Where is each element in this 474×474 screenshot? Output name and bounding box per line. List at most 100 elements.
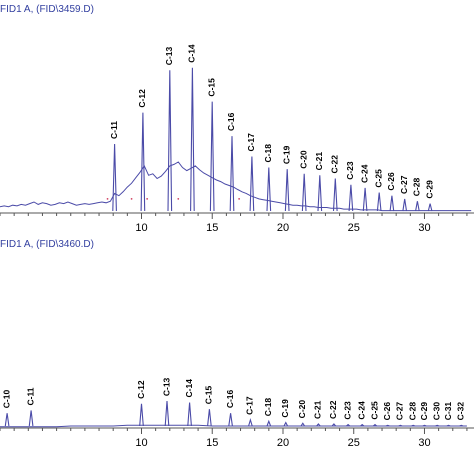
x-tick-label: 10 [135, 437, 147, 449]
peak-label: C-25 [373, 169, 383, 188]
chromatogram-trace [0, 161, 472, 212]
peak-label: C-14 [187, 44, 197, 63]
peak-label: C-12 [137, 89, 147, 108]
peak-c-29 [422, 424, 427, 427]
peak-label: C-20 [297, 400, 307, 419]
peak-c-25 [372, 423, 378, 427]
peak-c-13 [164, 401, 170, 427]
peak-label: C-28 [412, 178, 422, 197]
chromatogram-panel-bottom: FID1 A, (FID\3460.D) 10 15 20 25 30 C-10 C-11 C… [0, 237, 474, 474]
peak-c-23 [348, 184, 354, 212]
peak-label: C-24 [359, 164, 369, 183]
x-tick-label: 25 [348, 222, 360, 234]
integration-marker [177, 197, 180, 200]
peak-c-28 [411, 424, 416, 427]
peak-label: C-21 [314, 152, 324, 171]
peak-label: C-23 [342, 401, 352, 420]
peak-c-28 [415, 201, 420, 212]
x-tick-label: 30 [418, 222, 430, 234]
peak-c-17 [249, 156, 255, 212]
peak-label: C-11 [109, 121, 119, 139]
peak-label: C-19 [281, 145, 291, 164]
peak-c-20 [301, 173, 307, 212]
peak-label: C-17 [245, 396, 255, 415]
peak-label: C-10 [1, 390, 11, 409]
peak-label: C-19 [280, 399, 290, 418]
peak-c-17 [248, 417, 253, 427]
peak-c-18 [266, 419, 272, 427]
peak-label: C-15 [206, 78, 216, 97]
x-tick-label: 15 [206, 437, 218, 449]
peak-label: C-32 [456, 402, 466, 421]
peak-c-21 [317, 175, 323, 212]
peak-label: C-12 [136, 380, 146, 399]
peak-c-25 [376, 192, 382, 212]
peak-c-26 [389, 195, 395, 212]
peak-label: C-20 [298, 150, 308, 169]
peak-c-13 [167, 70, 173, 212]
peak-label: C-27 [399, 175, 409, 194]
peak-c-11 [28, 410, 34, 427]
peak-c-14 [190, 67, 195, 212]
peak-label: C-21 [313, 400, 323, 419]
peak-c-15 [209, 101, 215, 212]
peak-c-12 [140, 112, 146, 212]
peak-label: C-18 [263, 144, 273, 163]
peak-label: C-16 [226, 112, 236, 131]
integration-marker [238, 197, 241, 200]
peak-c-11 [112, 143, 117, 212]
peak-label: C-15 [204, 385, 214, 404]
peak-c-16 [229, 136, 235, 212]
peak-label: C-29 [419, 402, 429, 421]
chromatogram-trace [0, 424, 467, 428]
x-tick-label: 20 [277, 222, 289, 234]
peak-c-18 [266, 167, 272, 212]
peak-label: C-29 [424, 180, 434, 199]
peak-c-29 [427, 203, 433, 212]
peak-label: C-14 [184, 379, 194, 398]
peak-label: C-23 [345, 161, 355, 180]
chart-title: FID1 A, (FID\3460.D) [0, 239, 94, 250]
x-tick-label: 10 [135, 222, 147, 234]
peak-c-26 [385, 424, 390, 427]
x-tick-label: 25 [348, 437, 360, 449]
chart-title: FID1 A, (FID\3459.D) [0, 4, 94, 15]
peak-c-19 [283, 421, 289, 427]
integration-marker [130, 197, 133, 200]
peak-label: C-17 [246, 133, 256, 152]
peak-c-31 [446, 424, 451, 427]
chromatogram-plot-bottom: 10 15 20 25 30 C-10 C-11 C-12 C-13 C-14 C-15 C-16 C-… [0, 377, 474, 449]
peak-label: C-18 [263, 398, 273, 417]
peak-c-27 [402, 198, 408, 212]
peak-c-24 [360, 423, 365, 427]
peak-c-30 [435, 424, 440, 427]
peak-c-27 [398, 424, 403, 427]
peak-c-23 [345, 423, 351, 427]
peak-label: C-13 [164, 47, 174, 66]
peak-label: C-25 [369, 401, 379, 420]
peak-label: C-22 [328, 400, 338, 419]
peak-c-22 [331, 423, 337, 427]
peak-c-32 [459, 424, 464, 427]
integration-marker [146, 197, 149, 200]
peak-label: C-31 [443, 402, 453, 421]
peak-label: C-13 [161, 377, 171, 396]
peak-c-10 [4, 413, 10, 427]
peak-label: C-11 [25, 387, 35, 405]
peak-c-16 [228, 413, 233, 427]
x-tick-label: 15 [206, 222, 218, 234]
peak-label: C-26 [386, 172, 396, 191]
x-tick-label: 20 [277, 437, 289, 449]
x-tick-label: 30 [418, 437, 430, 449]
chromatogram-plot-top: 10 15 20 25 30 C-11 C-12 C-13 C-14 C-15 C-16 C-17 C-… [0, 44, 474, 234]
peak-c-21 [316, 423, 321, 427]
peak-c-20 [300, 422, 306, 427]
peak-label: C-28 [407, 402, 417, 421]
integration-marker [106, 197, 109, 200]
peak-label: C-16 [225, 389, 235, 408]
peak-label: C-24 [356, 401, 366, 420]
peak-label: C-27 [395, 402, 405, 421]
peak-c-22 [332, 178, 338, 212]
peak-label: C-26 [382, 402, 392, 421]
peak-label: C-22 [330, 155, 340, 174]
